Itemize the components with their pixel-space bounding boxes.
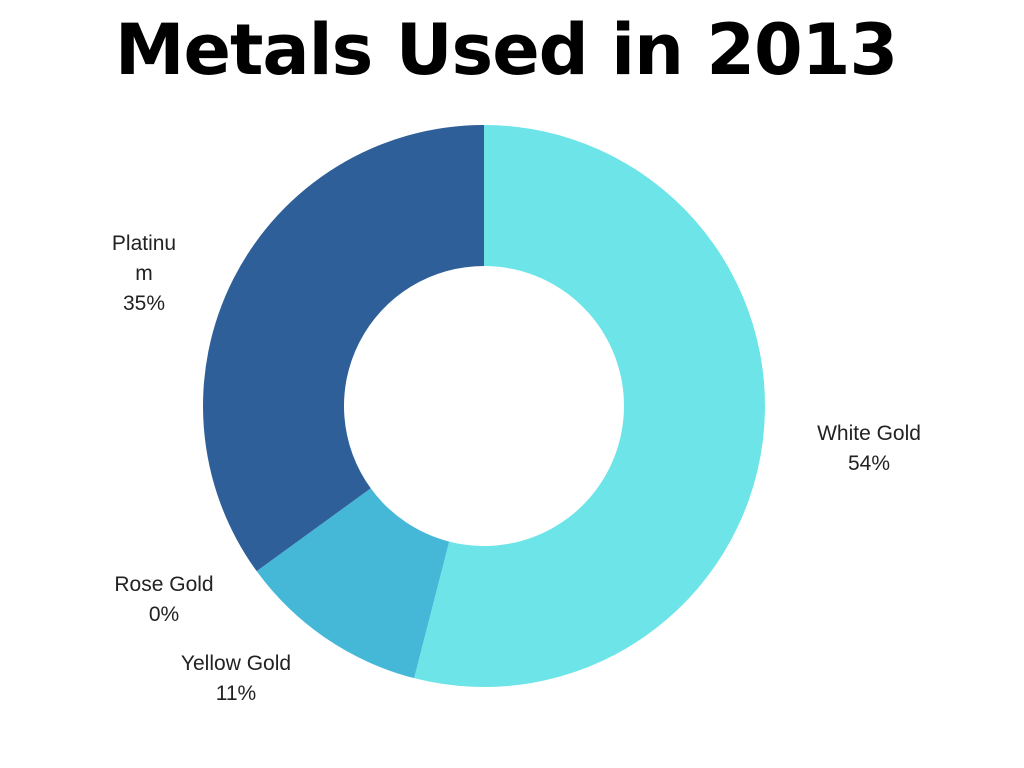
slice-label-name: Rose Gold	[114, 573, 214, 596]
chart-title: Metals Used in 2013	[114, 9, 898, 91]
slice-label-value: 35%	[122, 292, 166, 315]
slice-platinum	[202, 125, 484, 572]
slice-label-rose-gold: Rose Gold 0%	[96, 570, 232, 630]
slice-label-yellow-gold: Yellow Gold 11%	[160, 649, 312, 709]
slice-label-value: 0%	[148, 603, 180, 626]
slice-label-platinum: Platinu m 35%	[96, 229, 192, 319]
slice-white-gold	[414, 125, 765, 687]
slice-label-name: Yellow Gold	[180, 652, 292, 675]
slice-label-name-line2: m	[135, 262, 153, 285]
slice-label-value: 54%	[847, 452, 891, 475]
slice-yellow-gold	[256, 488, 450, 679]
slice-label-name: White Gold	[817, 422, 921, 445]
slice-label-white-gold: White Gold 54%	[798, 419, 940, 479]
slice-label-value: 11%	[215, 682, 257, 705]
slice-label-name-line1: Platinu	[111, 232, 177, 255]
